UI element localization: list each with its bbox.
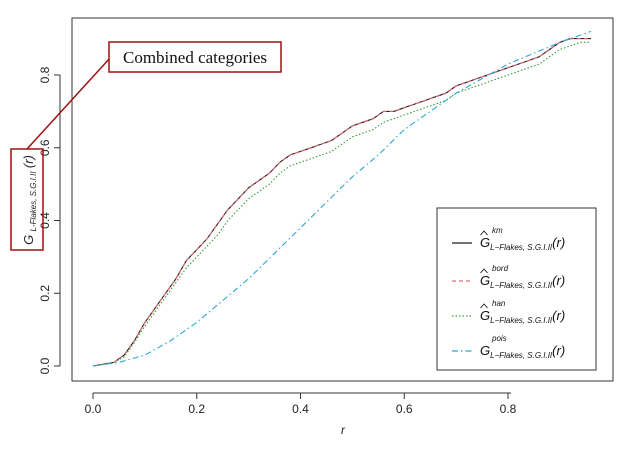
- legend-box: [436, 207, 597, 371]
- y-tick-label: 0.6: [38, 139, 52, 156]
- legend-label-bord: GL−Flakes, S.G.I.II(r): [480, 273, 565, 290]
- y-axis-title-subscript: L-Flakes, S.G.I.II: [29, 171, 38, 232]
- series-line-bord: [92, 38, 591, 367]
- y-axis-title-arg: (r): [21, 155, 36, 168]
- legend-hat-km: [480, 230, 488, 236]
- legend-hat-bord: [480, 268, 488, 274]
- legend-superscript-km: km: [492, 226, 503, 235]
- legend-label-pois: GL−Flakes, S.G.I.II(r): [480, 343, 565, 360]
- x-tick-label: 0.0: [85, 402, 102, 416]
- x-axis-ticks: 0.0 0.2 0.4 0.6 0.8: [85, 393, 517, 416]
- plot-frame: [71, 17, 614, 382]
- y-tick-label: 0.8: [38, 66, 52, 83]
- y-tick-label: 0.0: [38, 357, 52, 374]
- y-axis-title-base: G: [21, 235, 36, 245]
- callout-leader-line: [26, 57, 111, 150]
- x-tick-label: 0.8: [500, 402, 517, 416]
- legend-label-han: GL−Flakes, S.G.I.II(r): [480, 308, 565, 325]
- series-line-han: [92, 41, 591, 367]
- y-tick-label: 0.2: [38, 285, 52, 302]
- x-tick-label: 0.6: [396, 402, 413, 416]
- callout-annotation: Combined categories: [26, 41, 282, 150]
- x-tick-label: 0.2: [188, 402, 205, 416]
- x-axis-title: r: [341, 423, 346, 437]
- callout-text: Combined categories: [123, 48, 267, 67]
- x-tick-label: 0.4: [292, 402, 309, 416]
- y-axis-title: G L-Flakes, S.G.I.II (r): [21, 155, 39, 245]
- callout-box: [108, 41, 282, 73]
- legend-superscript-bord: bord: [492, 264, 509, 273]
- legend-label-km: GL−Flakes, S.G.I.II(r): [480, 235, 565, 252]
- legend-hat-han: [480, 303, 488, 309]
- series-line-pois: [92, 30, 592, 367]
- legend-superscript-pois: pois: [491, 334, 507, 343]
- legend-superscript-han: han: [492, 299, 506, 308]
- y-axis-ticks: 0.0 0.2 0.4 0.6 0.8: [38, 66, 60, 374]
- series-layer: [92, 30, 592, 367]
- y-tick-label: 0.4: [38, 212, 52, 229]
